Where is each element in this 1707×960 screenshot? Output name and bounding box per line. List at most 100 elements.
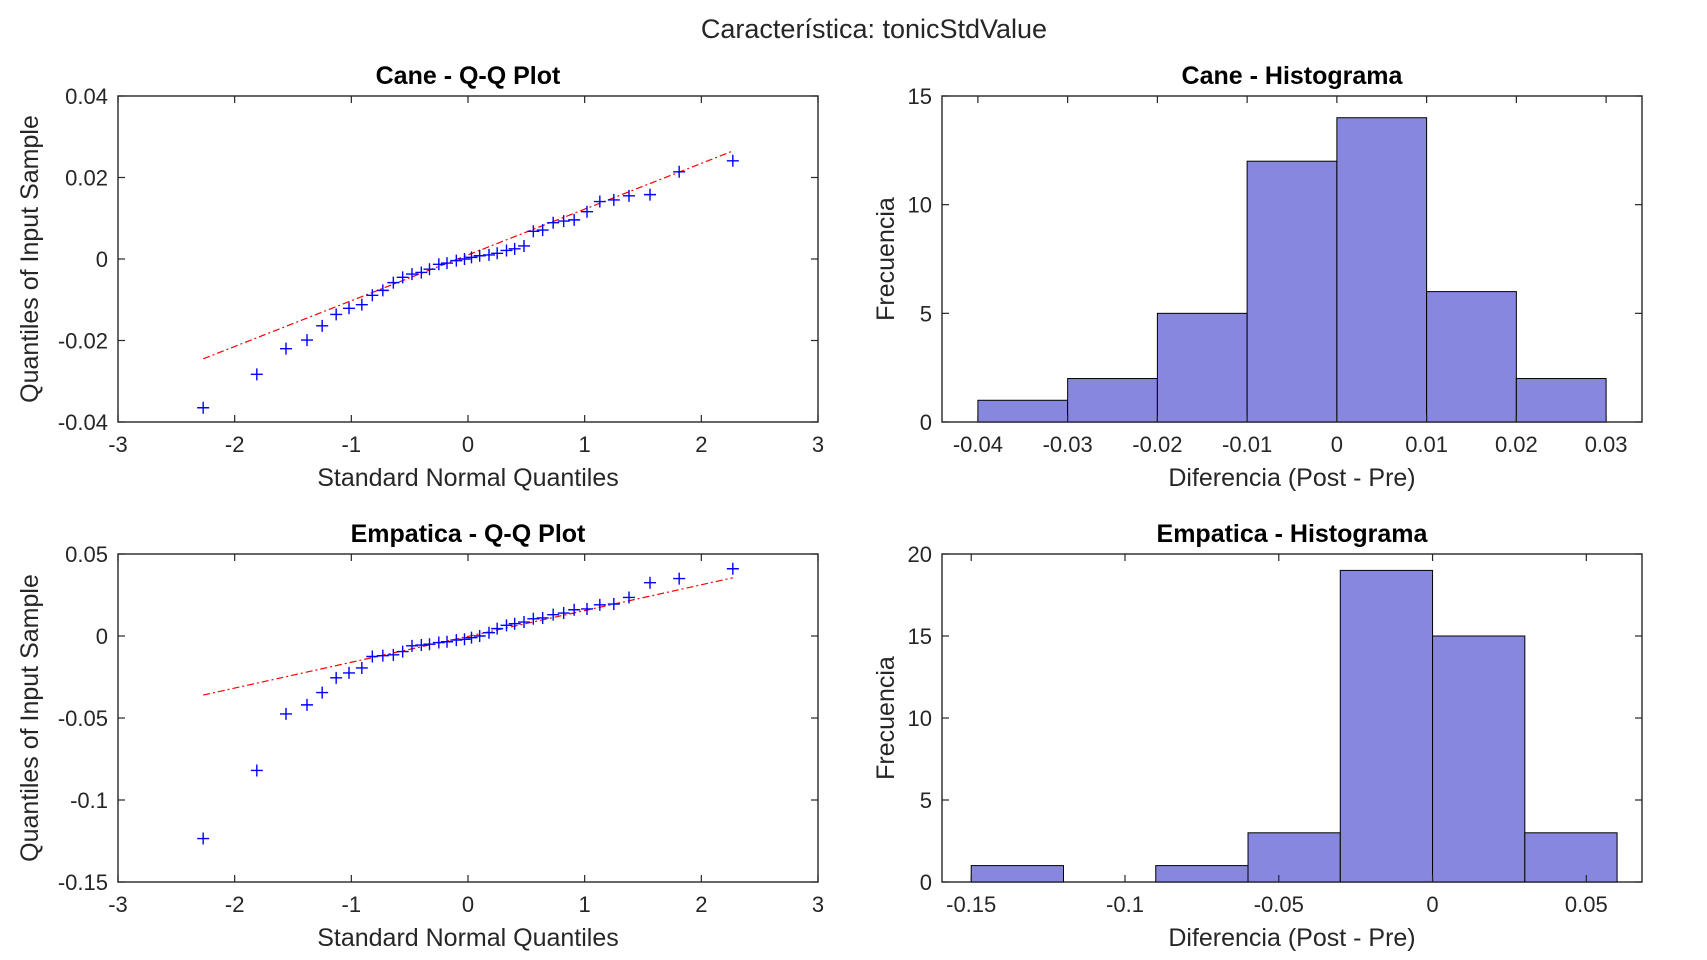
y-tick-label: 0.04 [65,84,108,109]
y-axis-label: Quantiles of Input Sample [16,574,44,862]
data-point [536,224,549,237]
data-point [527,612,540,625]
histogram-bar [1067,378,1158,423]
x-tick-label: -3 [108,892,128,917]
y-tick-label: 0 [920,870,932,895]
y-tick-label: -0.15 [58,870,108,895]
x-tick-label: -0.1 [1106,892,1144,917]
y-tick-label: 20 [908,542,932,567]
x-tick-label: 0 [1426,892,1438,917]
data-point [376,649,389,662]
x-tick-label: -1 [342,892,362,917]
data-point [450,634,463,647]
x-tick-label: -3 [108,432,128,457]
data-point [432,636,445,649]
data-point [568,603,581,616]
histogram-bar [1339,569,1434,883]
x-tick-label: -0.04 [953,432,1003,457]
data-point [441,635,453,648]
data-point [607,193,620,206]
data-point [450,254,463,267]
data-point [432,258,445,271]
data-point [280,707,292,720]
x-tick-label: -2 [225,892,245,917]
x-tick-label: 2 [695,892,707,917]
data-point [527,225,540,238]
data-point [330,671,343,684]
figure-suptitle: Característica: tonicStdValue [701,14,1047,44]
data-point [343,302,355,315]
y-tick-label: -0.04 [58,410,108,435]
subplot-title: Empatica - Histograma [1157,520,1429,548]
data-point [607,598,620,611]
data-point [301,698,313,711]
data-point [473,249,486,262]
data-point [623,189,635,202]
data-point [536,611,549,624]
data-point [508,242,521,255]
histogram-bar [1156,312,1248,423]
x-tick-label: -1 [342,432,362,457]
data-point [491,622,504,635]
x-tick-label: 0 [462,432,474,457]
y-tick-label: 0 [96,624,108,649]
data-point [518,616,530,629]
data-point [280,342,292,355]
x-tick-label: 0 [462,892,474,917]
x-tick-label: 0.03 [1585,432,1628,457]
data-point [406,639,418,652]
data-point [316,686,329,699]
data-point [491,247,504,260]
y-tick-label: 10 [908,706,932,731]
x-tick-label: 1 [579,892,591,917]
data-point [465,631,478,644]
x-axis-label: Standard Normal Quantiles [317,924,619,952]
reference-line [202,150,734,360]
x-tick-label: 0.02 [1495,432,1538,457]
y-tick-label: -0.02 [58,329,108,354]
data-point [396,271,409,284]
data-point [458,253,471,265]
data-point [250,368,263,381]
data-point [483,626,495,639]
y-tick-label: 15 [908,84,932,109]
x-tick-label: 0.01 [1405,432,1448,457]
y-tick-label: -0.05 [58,706,108,731]
data-point [415,266,428,279]
data-point [557,215,570,228]
data-point [406,268,418,281]
y-tick-label: 0 [920,410,932,435]
data-point [500,619,513,632]
y-axis-label: Frecuencia [872,197,900,321]
y-tick-label: 5 [920,788,932,813]
data-point [458,633,471,646]
reference-line [203,577,733,696]
subplot-4: -0.15 -0.1 -0.05 0 0.05 0 5 10 15 20 Empatica - Hi… [872,520,1643,952]
data-point [387,276,400,289]
data-point [423,263,436,276]
data-point [581,602,593,615]
subplot-3: -3 -2 -1 0 1 2 3 -0.15 -0.1 -0.05 0 0.05 Empatica - … [16,520,824,952]
data-point [197,832,210,845]
histogram-bar [1515,378,1607,423]
data-point [726,154,739,167]
x-tick-label: -0.15 [946,892,996,917]
data-point [473,630,486,642]
data-point [500,244,513,257]
y-tick-label: 15 [908,624,932,649]
y-tick-label: 10 [908,193,932,218]
subplot-title: Cane - Histograma [1182,62,1404,90]
data-point [518,239,530,252]
data-point [366,650,379,663]
x-tick-label: 1 [579,432,591,457]
histogram-bar [977,399,1069,423]
data-point [355,298,368,311]
data-point [547,216,560,229]
subplot-1: -3 -2 -1 0 1 2 3 -0.04 -0.02 0 0.02 0.04 Cane - Q-Q … [16,62,824,492]
data-point [673,572,686,585]
subplot-2: -0.04 -0.03 -0.02 -0.01 0 0.01 0.02 0.03 0 5 10 15 C… [872,62,1643,492]
data-point [623,591,635,604]
x-axis-label: Diferencia (Post - Pre) [1168,464,1415,492]
histogram-bar [970,865,1064,883]
